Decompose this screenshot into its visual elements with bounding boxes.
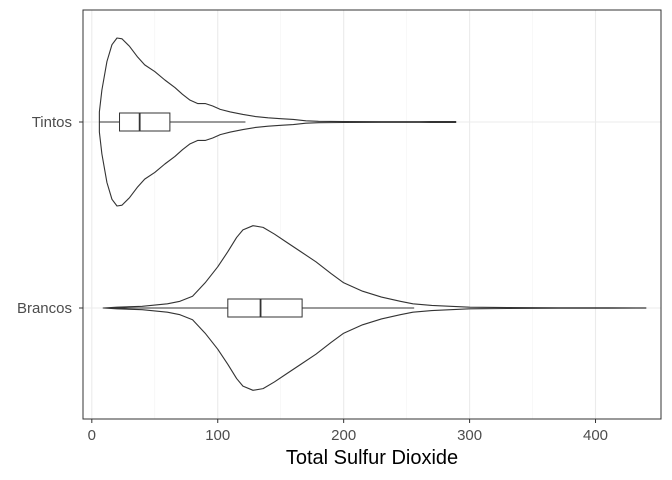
x-axis-title: Total Sulfur Dioxide	[286, 447, 458, 469]
x-tick-label: 200	[331, 427, 356, 444]
x-tick-label: 0	[88, 427, 96, 444]
x-axis-ticks: 0 100 200 300 400	[88, 419, 608, 444]
x-tick-label: 100	[205, 427, 230, 444]
plot-panel-background	[83, 10, 661, 419]
box-brancos	[227, 298, 303, 318]
y-tick-label: Tintos	[32, 114, 72, 131]
plot-panel-border	[82, 9, 662, 420]
violin-tintos	[98, 37, 457, 207]
boxplots	[99, 112, 415, 318]
y-tick-label: Brancos	[17, 300, 72, 317]
box-tintos	[119, 112, 171, 132]
x-tick-label: 400	[583, 427, 608, 444]
x-tick-label: 300	[457, 427, 482, 444]
y-axis-ticks: Tintos Brancos	[17, 114, 83, 317]
